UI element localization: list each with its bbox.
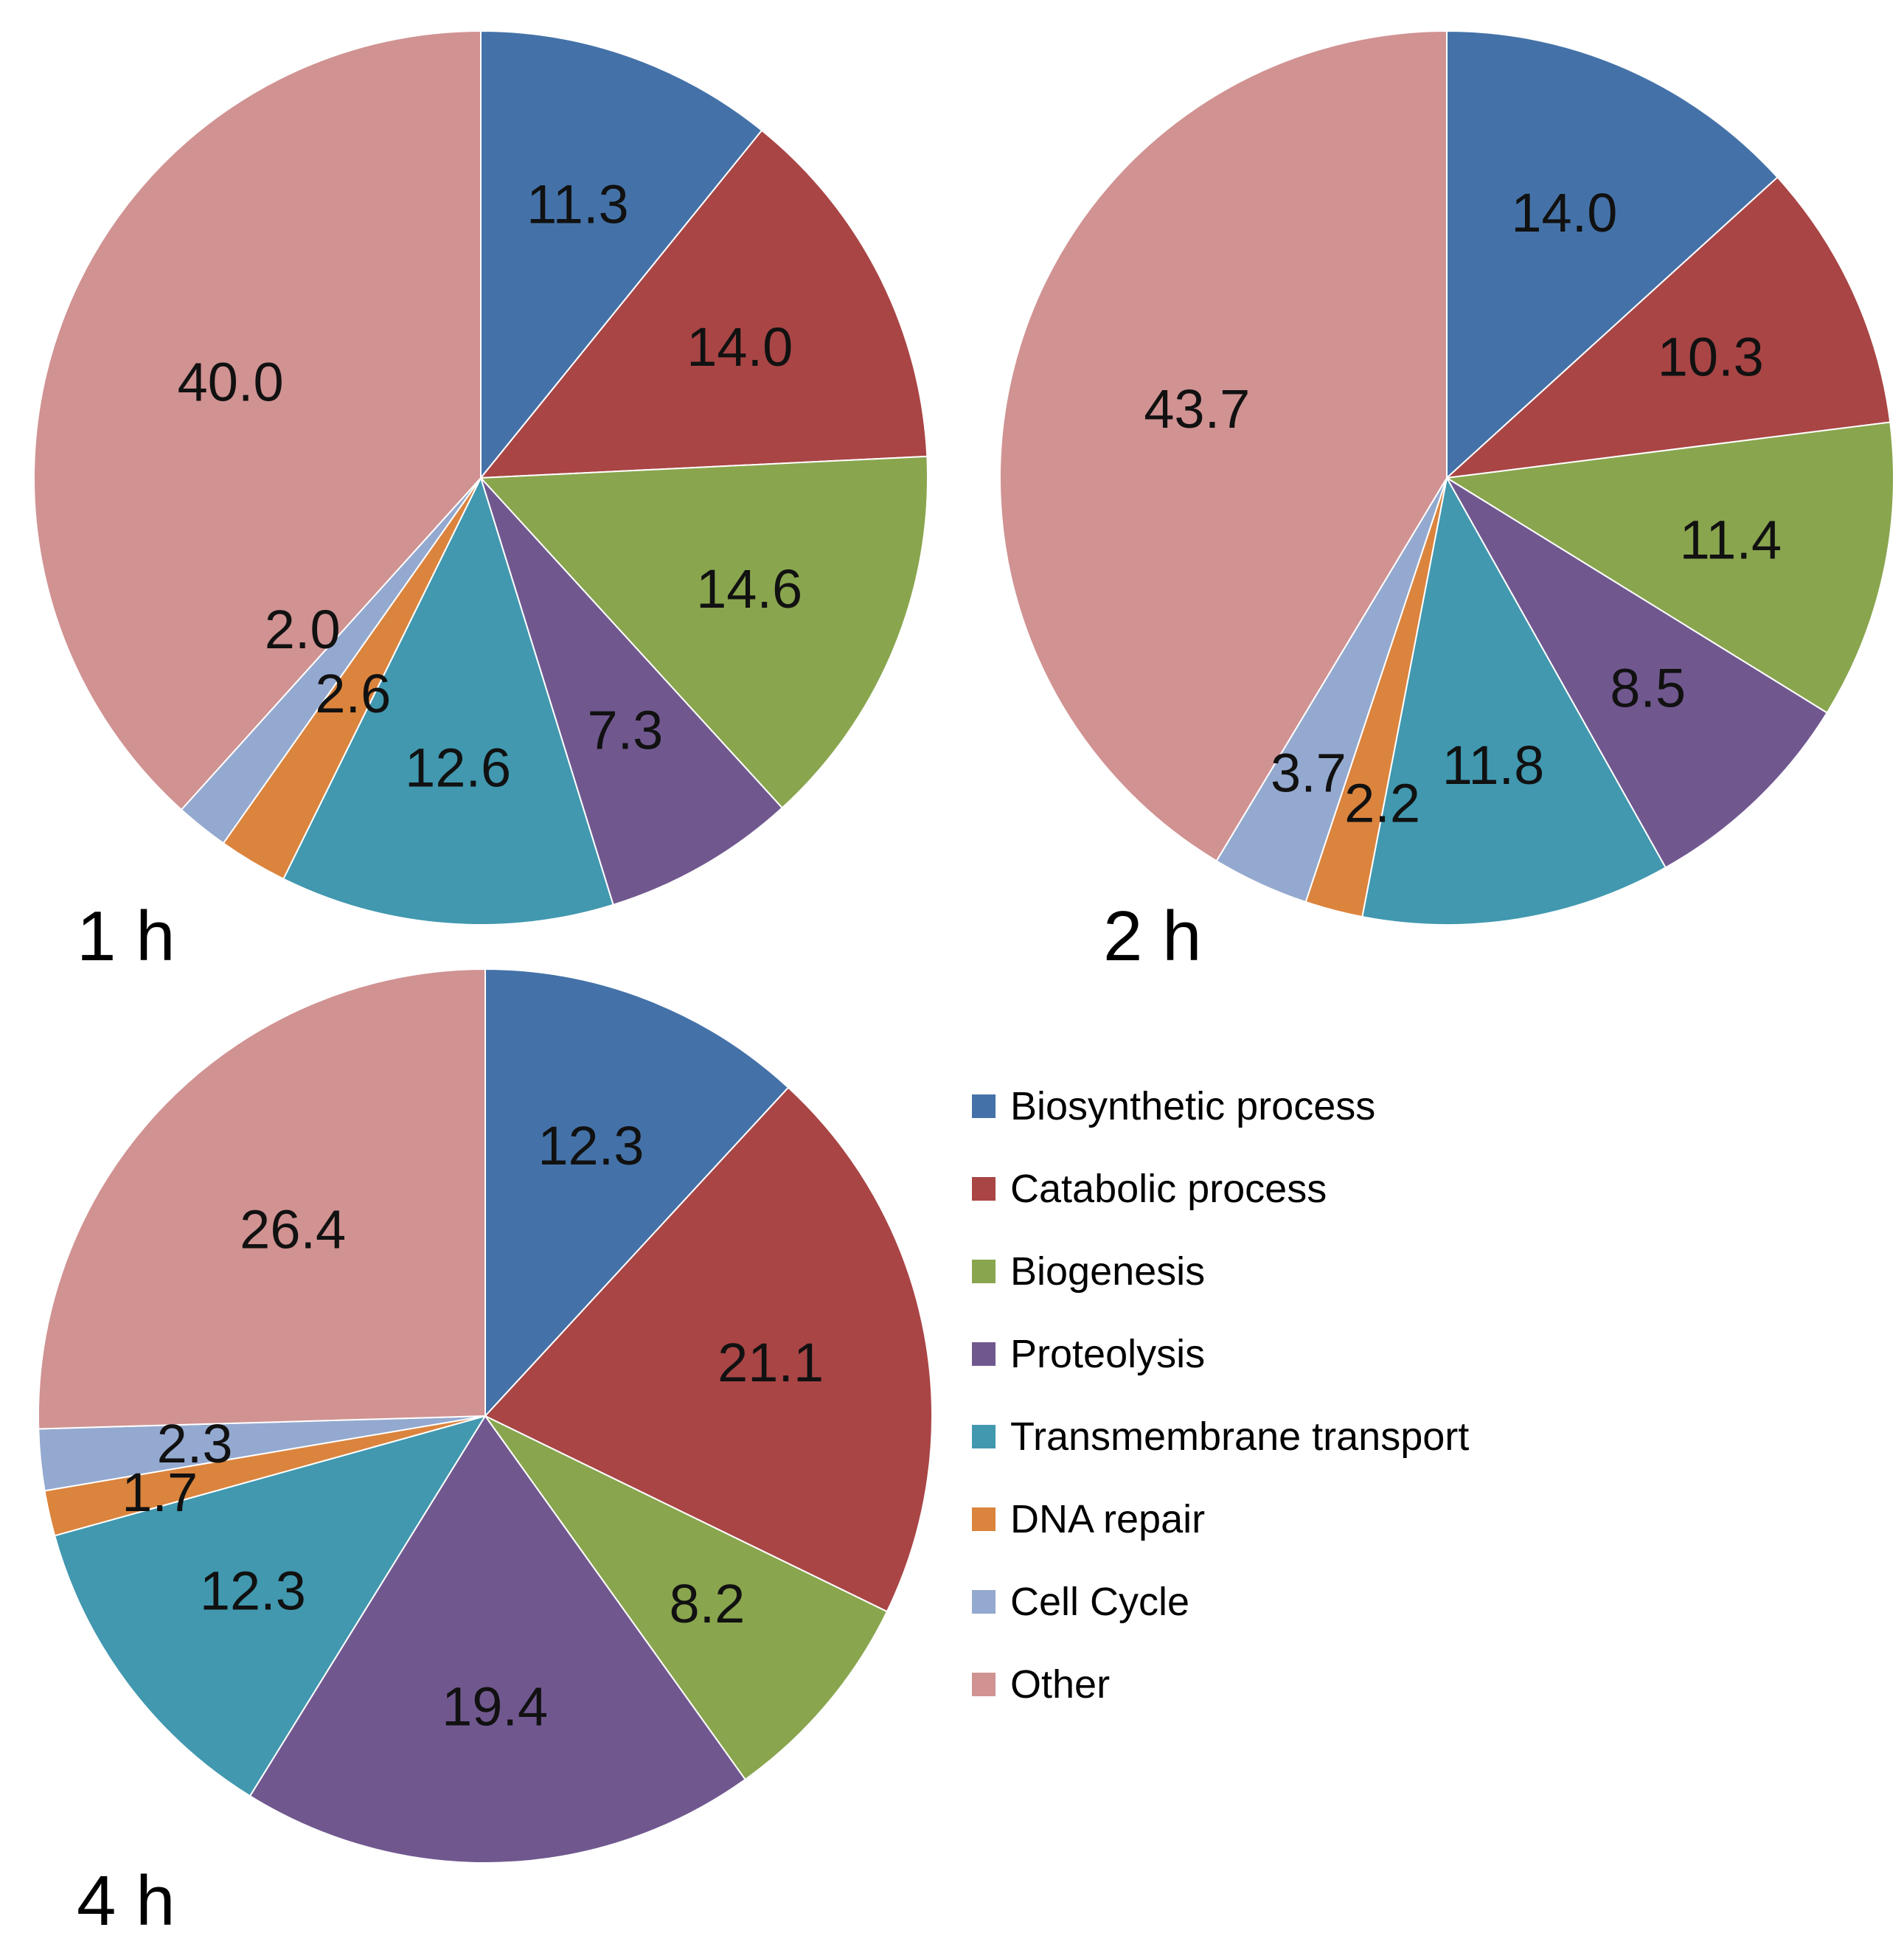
legend-label-catabolic-process: Catabolic process — [1010, 1167, 1327, 1211]
pie-slice-other — [33, 30, 482, 811]
pie-value-label-transmembrane-transport: 11.8 — [1442, 735, 1545, 796]
pie-slice-proteolysis — [1445, 476, 1828, 869]
pie-value-label-catabolic-process: 21.1 — [718, 1332, 824, 1393]
pie-value-label-biosynthetic-process: 11.3 — [527, 174, 629, 235]
pie-value-label-biosynthetic-process: 12.3 — [538, 1115, 644, 1176]
legend-swatch-biosynthetic-process — [972, 1094, 996, 1118]
panel-label-1h: 1 h — [77, 897, 175, 976]
pie-slice-biosynthetic-process — [480, 30, 763, 480]
legend-swatch-proteolysis — [972, 1342, 996, 1366]
pie-slice-biogenesis — [484, 1415, 889, 1781]
pie-value-label-cell-cycle: 2.3 — [157, 1413, 233, 1474]
pie-value-label-dna-repair: 2.2 — [1344, 772, 1420, 833]
pie-value-label-other: 40.0 — [178, 352, 284, 413]
panel-label-4h: 4 h — [77, 1861, 175, 1940]
legend-swatch-catabolic-process — [972, 1177, 996, 1201]
legend-swatch-cell-cycle — [972, 1590, 996, 1614]
pie-slice-other — [999, 30, 1448, 862]
pie-value-label-biogenesis: 8.2 — [669, 1573, 745, 1634]
pie-value-label-cell-cycle: 3.7 — [1271, 742, 1347, 803]
pie-value-label-dna-repair: 1.7 — [122, 1462, 198, 1523]
pie-slice-other — [38, 968, 486, 1430]
legend-swatch-other — [972, 1673, 996, 1696]
pie-slice-proteolysis — [480, 477, 784, 906]
pie-slice-proteolysis — [249, 1415, 747, 1864]
pie-value-label-other: 43.7 — [1144, 378, 1250, 440]
pie-value-label-proteolysis: 7.3 — [587, 700, 663, 761]
legend: Biosynthetic process Catabolic process Bio… — [972, 1084, 1469, 1707]
pie-value-label-catabolic-process: 10.3 — [1658, 326, 1764, 387]
pie-slice-catabolic-process — [479, 129, 928, 479]
legend-swatch-biogenesis — [972, 1260, 996, 1283]
panel-label-2h: 2 h — [1103, 897, 1201, 976]
pie-value-label-catabolic-process: 14.0 — [687, 316, 793, 378]
pie-slice-transmembrane-transport — [53, 1415, 487, 1797]
legend-label-biosynthetic-process: Biosynthetic process — [1010, 1084, 1375, 1128]
pie-slice-catabolic-process — [484, 1086, 933, 1613]
pie-value-label-cell-cycle: 2.0 — [265, 599, 341, 660]
pie-value-label-other: 26.4 — [240, 1199, 346, 1260]
legend-label-biogenesis: Biogenesis — [1010, 1249, 1205, 1294]
pie-slice-transmembrane-transport — [1361, 476, 1667, 926]
pie-value-label-proteolysis: 19.4 — [442, 1676, 548, 1738]
pie-slice-biosynthetic-process — [484, 968, 790, 1418]
pie-value-label-biogenesis: 11.4 — [1680, 510, 1782, 571]
legend-label-proteolysis: Proteolysis — [1010, 1332, 1205, 1376]
pie-value-label-biogenesis: 14.6 — [696, 558, 802, 620]
pie-chart-2h: 14.0 10.3 11.4 8.5 11.8 2.23.7 43.7 — [999, 30, 1894, 926]
pie-slice-biosynthetic-process — [1446, 30, 1779, 480]
pie-value-label-proteolysis: 8.5 — [1610, 657, 1686, 718]
pie-chart-4h: 12.321.18.219.412.31.72.326.4 — [38, 968, 933, 1864]
pie-slice-transmembrane-transport — [282, 476, 614, 926]
legend-label-cell-cycle: Cell Cycle — [1010, 1580, 1189, 1624]
legend-swatch-transmembrane-transport — [972, 1425, 996, 1448]
pie-value-label-transmembrane-transport: 12.3 — [200, 1560, 306, 1621]
pie-value-label-dna-repair: 2.6 — [315, 663, 391, 724]
pie-value-label-biosynthetic-process: 14.0 — [1511, 182, 1617, 243]
pie-value-label-transmembrane-transport: 12.6 — [405, 738, 511, 799]
pie-chart-1h: 11.3 14.0 14.6 7.3 12.62.62.0 40.0 — [33, 30, 928, 926]
legend-label-transmembrane-transport: Transmembrane transport — [1010, 1415, 1469, 1459]
pie-slice-catabolic-process — [1444, 176, 1891, 479]
legend-label-dna-repair: DNA repair — [1010, 1497, 1205, 1541]
legend-swatch-dna-repair — [972, 1507, 996, 1531]
legend-label-other: Other — [1010, 1662, 1110, 1707]
pie-slice-biogenesis — [1445, 421, 1894, 714]
pie-slice-biogenesis — [479, 455, 928, 809]
